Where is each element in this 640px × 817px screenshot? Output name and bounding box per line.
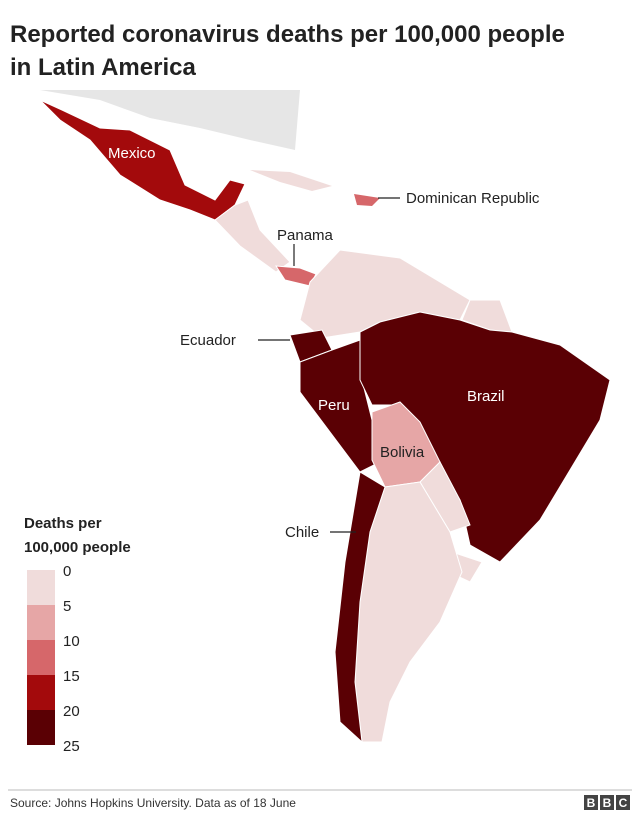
country-label: Brazil	[467, 388, 505, 405]
legend-tick: 20	[63, 703, 80, 720]
country-label: Ecuador	[180, 332, 236, 349]
source: Source: Johns Hopkins University. Data a…	[10, 796, 296, 810]
legend-swatch	[27, 570, 55, 605]
logo-box	[600, 795, 614, 810]
legend-swatch	[27, 710, 55, 745]
chile	[334, 471, 386, 744]
title: Reported coronavirus deaths per 100,000 …	[10, 21, 565, 48]
country-label: Mexico	[108, 145, 156, 162]
country-label: Peru	[318, 397, 350, 414]
logo-letter: B	[587, 796, 596, 810]
central-america	[214, 199, 291, 273]
country-label: Bolivia	[380, 444, 425, 461]
mexico	[39, 99, 246, 221]
logo-box	[584, 795, 598, 810]
usa	[40, 90, 300, 150]
legend: Deaths per 100,000 people 0 5 10 15 20 25	[24, 515, 131, 755]
title: in Latin America	[10, 54, 196, 81]
country-label: Panama	[277, 227, 334, 244]
logo-box	[616, 795, 630, 810]
legend-swatch	[27, 605, 55, 640]
map-labels: Mexico Dominican Republic Panama Ecuador…	[108, 145, 540, 541]
legend-tick: 15	[63, 668, 80, 685]
legend-tick: 0	[63, 563, 71, 580]
logo-letter: C	[619, 796, 628, 810]
legend-swatch	[27, 640, 55, 675]
country-label: Dominican Republic	[406, 190, 540, 207]
dominican-republic	[354, 194, 380, 206]
country-label: Chile	[285, 524, 319, 541]
legend-tick: 10	[63, 633, 80, 650]
legend-title: 100,000 people	[24, 539, 131, 556]
logo-letter: B	[603, 796, 612, 810]
legend-tick: 25	[63, 738, 80, 755]
legend-title: Deaths per	[24, 515, 102, 532]
legend-tick: 5	[63, 598, 71, 615]
cuba	[250, 170, 332, 191]
map	[39, 90, 611, 744]
legend-swatch	[27, 675, 55, 710]
